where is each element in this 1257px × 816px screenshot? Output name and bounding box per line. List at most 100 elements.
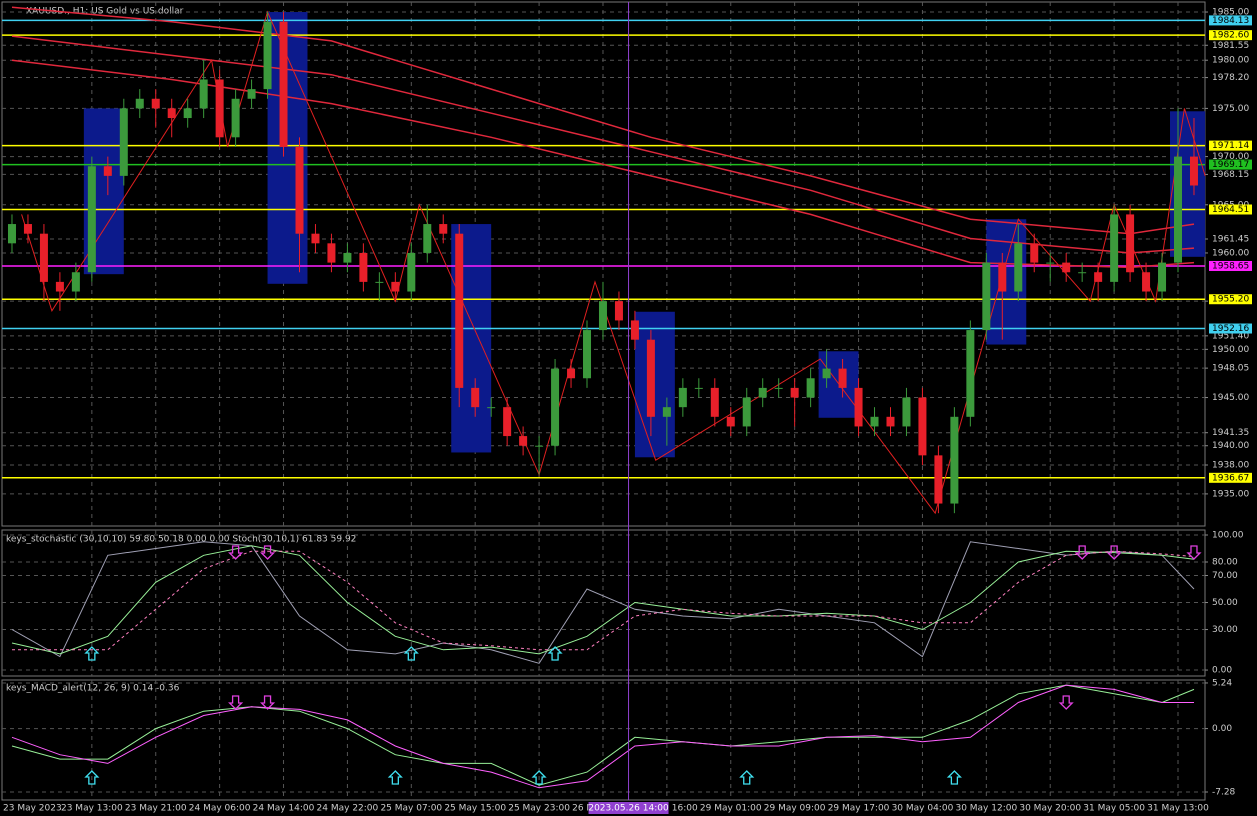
- candle-body: [151, 98, 160, 109]
- level-tag: [1209, 159, 1252, 170]
- candle-body: [135, 98, 144, 109]
- stoch-title: keys_stochastic (30,10,10) 59.80 50.18 0…: [6, 535, 356, 545]
- zigzag: [21, 10, 1206, 515]
- level-tag: [1209, 294, 1252, 305]
- candle-body: [1046, 262, 1055, 264]
- candle-body: [1158, 262, 1167, 292]
- level-tag: [1209, 204, 1252, 215]
- candle-body: [886, 416, 895, 427]
- y-tick-label: 1938.00: [1212, 460, 1249, 470]
- candle-body: [119, 108, 128, 176]
- level-tag: [1209, 30, 1252, 41]
- level-label: 1952.16: [1212, 324, 1249, 334]
- y-tick-label: 1945.00: [1212, 393, 1249, 403]
- x-tick-label: 24 May 22:00: [317, 804, 379, 814]
- indicator-line: [11, 545, 1195, 655]
- level-label: 1964.51: [1212, 205, 1249, 215]
- y-tick-label: 50.00: [1212, 598, 1238, 608]
- candle-body: [646, 339, 655, 417]
- candle-body: [39, 233, 48, 282]
- candle-body: [343, 252, 352, 263]
- x-tick-label: 30 May 20:00: [1019, 804, 1081, 814]
- candle-body: [1126, 214, 1135, 273]
- candle-body: [279, 21, 288, 147]
- y-tick-label: 1961.45: [1212, 234, 1249, 244]
- candle-body: [934, 455, 943, 504]
- y-tick-label: 100.00: [1212, 530, 1244, 540]
- down-arrow: [228, 695, 244, 710]
- candle-body: [167, 108, 176, 119]
- candle-body: [694, 387, 703, 389]
- candle-body: [1094, 272, 1103, 282]
- indicator-line: [11, 541, 1195, 664]
- x-tick-label: 29 May 09:00: [764, 804, 826, 814]
- macd-frame: [1, 679, 1206, 801]
- moving-average: [11, 59, 1195, 269]
- candle-body: [822, 368, 831, 379]
- candle-body: [726, 416, 735, 427]
- y-tick-label: 1941.35: [1212, 428, 1249, 438]
- y-tick-label: 5.24: [1212, 678, 1232, 688]
- candle-body: [1110, 214, 1119, 282]
- crosshair-tag: [588, 802, 669, 814]
- x-tick-label: 29 May 17:00: [828, 804, 890, 814]
- candle-body: [55, 281, 64, 292]
- y-tick-label: 0.00: [1212, 724, 1232, 734]
- candle-body: [902, 397, 911, 427]
- level-tag: [1209, 323, 1252, 334]
- x-tick-label: 31 May 13:00: [1147, 804, 1209, 814]
- candle-body: [614, 301, 623, 321]
- y-tick-label: 30.00: [1212, 625, 1238, 635]
- up-arrow: [547, 646, 563, 661]
- candle-body: [359, 252, 368, 282]
- candle-body: [710, 387, 719, 417]
- y-tick-label: 1951.40: [1212, 331, 1249, 341]
- candle-body: [854, 387, 863, 427]
- symbol-title: XAUUSD., H1: US Gold vs US dollar: [26, 7, 184, 17]
- down-arrow: [228, 545, 244, 560]
- level-tag: [1209, 15, 1252, 26]
- candle-body: [23, 224, 32, 234]
- up-arrow: [739, 770, 755, 785]
- down-arrow: [1058, 695, 1074, 710]
- candle-body: [535, 445, 544, 447]
- candle-body: [183, 108, 192, 119]
- x-tick-label: 24 May 14:00: [253, 804, 315, 814]
- y-tick-label: 1970.00: [1212, 152, 1249, 162]
- candle-body: [7, 224, 16, 244]
- candle-body: [950, 416, 959, 504]
- candle-body: [1078, 272, 1087, 274]
- candle-body: [567, 368, 576, 379]
- up-arrow: [403, 646, 419, 661]
- level-label: 1955.20: [1212, 295, 1249, 305]
- x-tick-label: 30 May 04:00: [892, 804, 954, 814]
- y-tick-label: 1978.20: [1212, 73, 1249, 83]
- x-tick-label: 25 May 15:00: [444, 804, 506, 814]
- candle-body: [295, 146, 304, 234]
- candle-body: [455, 233, 464, 388]
- level-label: 1958.65: [1212, 261, 1249, 271]
- x-tick-label: 23 May 13:00: [61, 804, 123, 814]
- y-tick-label: 1980.00: [1212, 56, 1249, 66]
- candle-body: [583, 330, 592, 379]
- candle-body: [215, 79, 224, 138]
- level-label: 1971.14: [1212, 141, 1249, 151]
- up-arrow: [84, 770, 100, 785]
- candle-body: [838, 368, 847, 388]
- candle-body: [870, 416, 879, 427]
- candle-body: [742, 397, 751, 427]
- candle-body: [391, 281, 400, 292]
- candle-body: [774, 387, 783, 389]
- y-tick-label: 1985.00: [1212, 8, 1249, 18]
- indicator-line: [11, 684, 1194, 789]
- level-label: 1936.67: [1212, 473, 1249, 483]
- x-tick-label: 30 May 12:00: [955, 804, 1017, 814]
- candle-body: [678, 387, 687, 408]
- candle-body: [1014, 243, 1023, 292]
- candle-body: [806, 378, 815, 398]
- candle-body: [1189, 156, 1198, 186]
- candle-body: [247, 89, 256, 99]
- y-tick-label: 1981.55: [1212, 41, 1249, 51]
- y-tick-label: 1968.15: [1212, 170, 1249, 180]
- y-tick-label: 1975.00: [1212, 104, 1249, 114]
